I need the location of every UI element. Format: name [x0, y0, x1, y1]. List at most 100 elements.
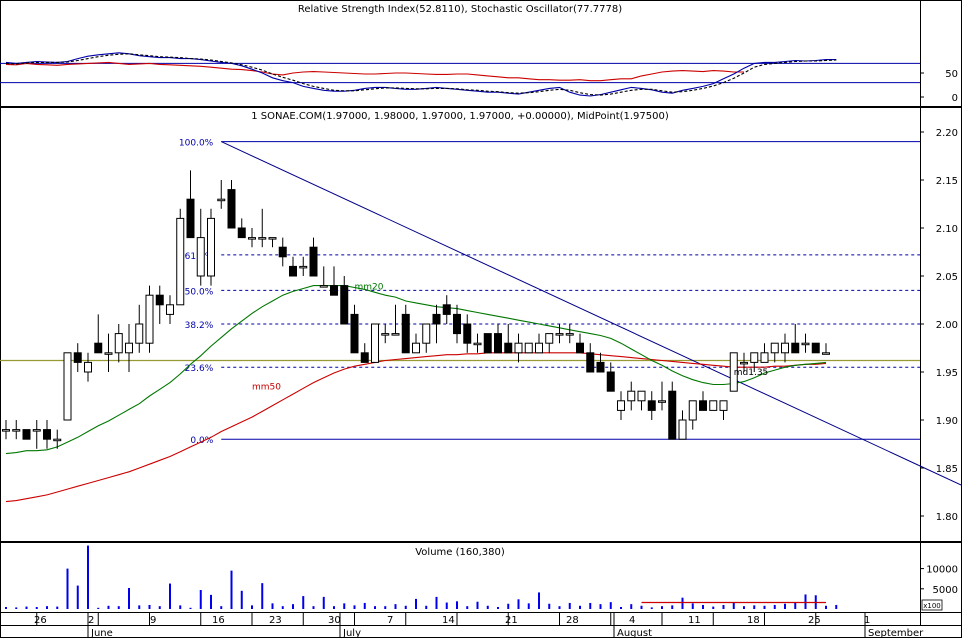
- candle-body-down: [442, 304, 451, 315]
- candle-body-up: [760, 352, 769, 363]
- candle-body-up: [248, 237, 256, 240]
- candle-body-up: [678, 419, 687, 440]
- x-axis-tick-label: 23: [269, 615, 282, 626]
- candle: [524, 342, 533, 354]
- candle: [709, 400, 718, 411]
- candle-body-up: [770, 342, 779, 354]
- candle: [227, 180, 236, 229]
- oscillator-panel: Relative Strength Index(52.8110), Stocha…: [0, 4, 958, 104]
- candle: [483, 333, 492, 354]
- x-axis: 26 2 9 16 23 30 7 14 21 28 4 11 18 25 1 June July August S…: [34, 612, 924, 638]
- candle-body-down: [606, 371, 615, 392]
- candle-body-up: [658, 400, 666, 403]
- candle: [125, 324, 133, 372]
- candle: [401, 304, 410, 354]
- candle-body-up: [740, 361, 748, 365]
- x-axis-tick-label: 14: [442, 615, 455, 626]
- candle-body-up: [217, 198, 226, 202]
- candle: [309, 237, 318, 277]
- volume-title: Volume (160,380): [415, 547, 505, 558]
- candle-body-up: [207, 217, 215, 277]
- candle-body-up: [2, 429, 10, 432]
- candle-body-up: [391, 333, 400, 336]
- candle-body-down: [453, 313, 461, 335]
- candle-body-down: [668, 390, 677, 440]
- candle-body-down: [73, 352, 82, 363]
- x-axis-tick-label: 9: [150, 615, 156, 626]
- candle-body-up: [555, 333, 564, 336]
- candle-body-down: [432, 313, 441, 325]
- candle: [73, 343, 82, 372]
- candle: [350, 304, 359, 354]
- candle: [781, 333, 789, 363]
- candle-body-down: [360, 352, 369, 363]
- month-label: August: [617, 628, 652, 638]
- candle: [135, 304, 144, 353]
- x-axis-tick-label: 26: [34, 615, 47, 626]
- candle: [473, 333, 482, 353]
- candle: [258, 208, 267, 248]
- candle-body-up: [63, 352, 72, 421]
- candle: [760, 343, 769, 363]
- volume-unit-box: [921, 599, 943, 611]
- candle: [278, 237, 287, 267]
- candle: [360, 343, 369, 363]
- candle-body-up: [637, 390, 646, 402]
- candle: [678, 410, 687, 440]
- candle: [453, 304, 461, 344]
- candle: [94, 314, 103, 354]
- x-axis-tick-label: 28: [566, 615, 579, 626]
- candle-body-up: [84, 361, 92, 373]
- candle: [12, 420, 21, 440]
- candle-body-up: [53, 438, 62, 442]
- candle-body-up: [524, 342, 533, 354]
- candle-body-up: [627, 390, 636, 402]
- month-label: June: [90, 628, 113, 638]
- x-axis-tick-label: 1: [864, 615, 870, 626]
- candle-body-down: [155, 294, 164, 306]
- candle: [391, 304, 400, 336]
- x-axis-tick-label: 7: [387, 615, 393, 626]
- candle: [494, 324, 502, 354]
- candle: [801, 333, 810, 353]
- candle: [791, 324, 800, 354]
- volume-y-tick-label: 10000: [926, 565, 958, 576]
- volume-y-tick-label: 5000: [933, 585, 958, 596]
- price-annotation: md1.35: [734, 368, 769, 378]
- candle-body-down: [227, 189, 236, 229]
- candle-body-down: [401, 313, 410, 354]
- candle-body-up: [268, 237, 277, 240]
- candle: [432, 304, 441, 344]
- candle-body-up: [617, 400, 625, 411]
- candle: [729, 352, 738, 392]
- candle: [196, 208, 205, 286]
- candle: [627, 381, 636, 411]
- candle-body-up: [822, 352, 830, 355]
- candle: [822, 343, 830, 355]
- candle: [504, 324, 513, 354]
- trendline: [221, 141, 919, 466]
- candle: [217, 180, 226, 209]
- candle-body-up: [196, 237, 205, 277]
- candle-body-up: [729, 352, 738, 392]
- candle: [84, 352, 92, 382]
- price-annotation: mm20: [355, 282, 384, 292]
- candle: [237, 218, 246, 239]
- price-y-tick-label: 2.10: [936, 224, 958, 235]
- moving-average-mm20: [5, 285, 827, 455]
- candle-body-up: [319, 285, 328, 288]
- x-axis-tick-label: 11: [688, 615, 701, 626]
- candle: [514, 333, 523, 363]
- candle-body-down: [494, 333, 502, 354]
- price-y-tick-label: 2.05: [936, 272, 958, 283]
- fibonacci-level-label: 38.2%: [185, 321, 214, 331]
- candle: [740, 352, 748, 372]
- candle: [750, 352, 759, 372]
- candle: [53, 429, 62, 449]
- candle-body-up: [545, 333, 554, 344]
- price-y-tick-label: 1.90: [936, 416, 958, 427]
- candle: [811, 342, 820, 354]
- candle-body-up: [381, 333, 390, 336]
- candle-body-up: [801, 342, 810, 346]
- oscillator-series-rsi: [5, 61, 744, 82]
